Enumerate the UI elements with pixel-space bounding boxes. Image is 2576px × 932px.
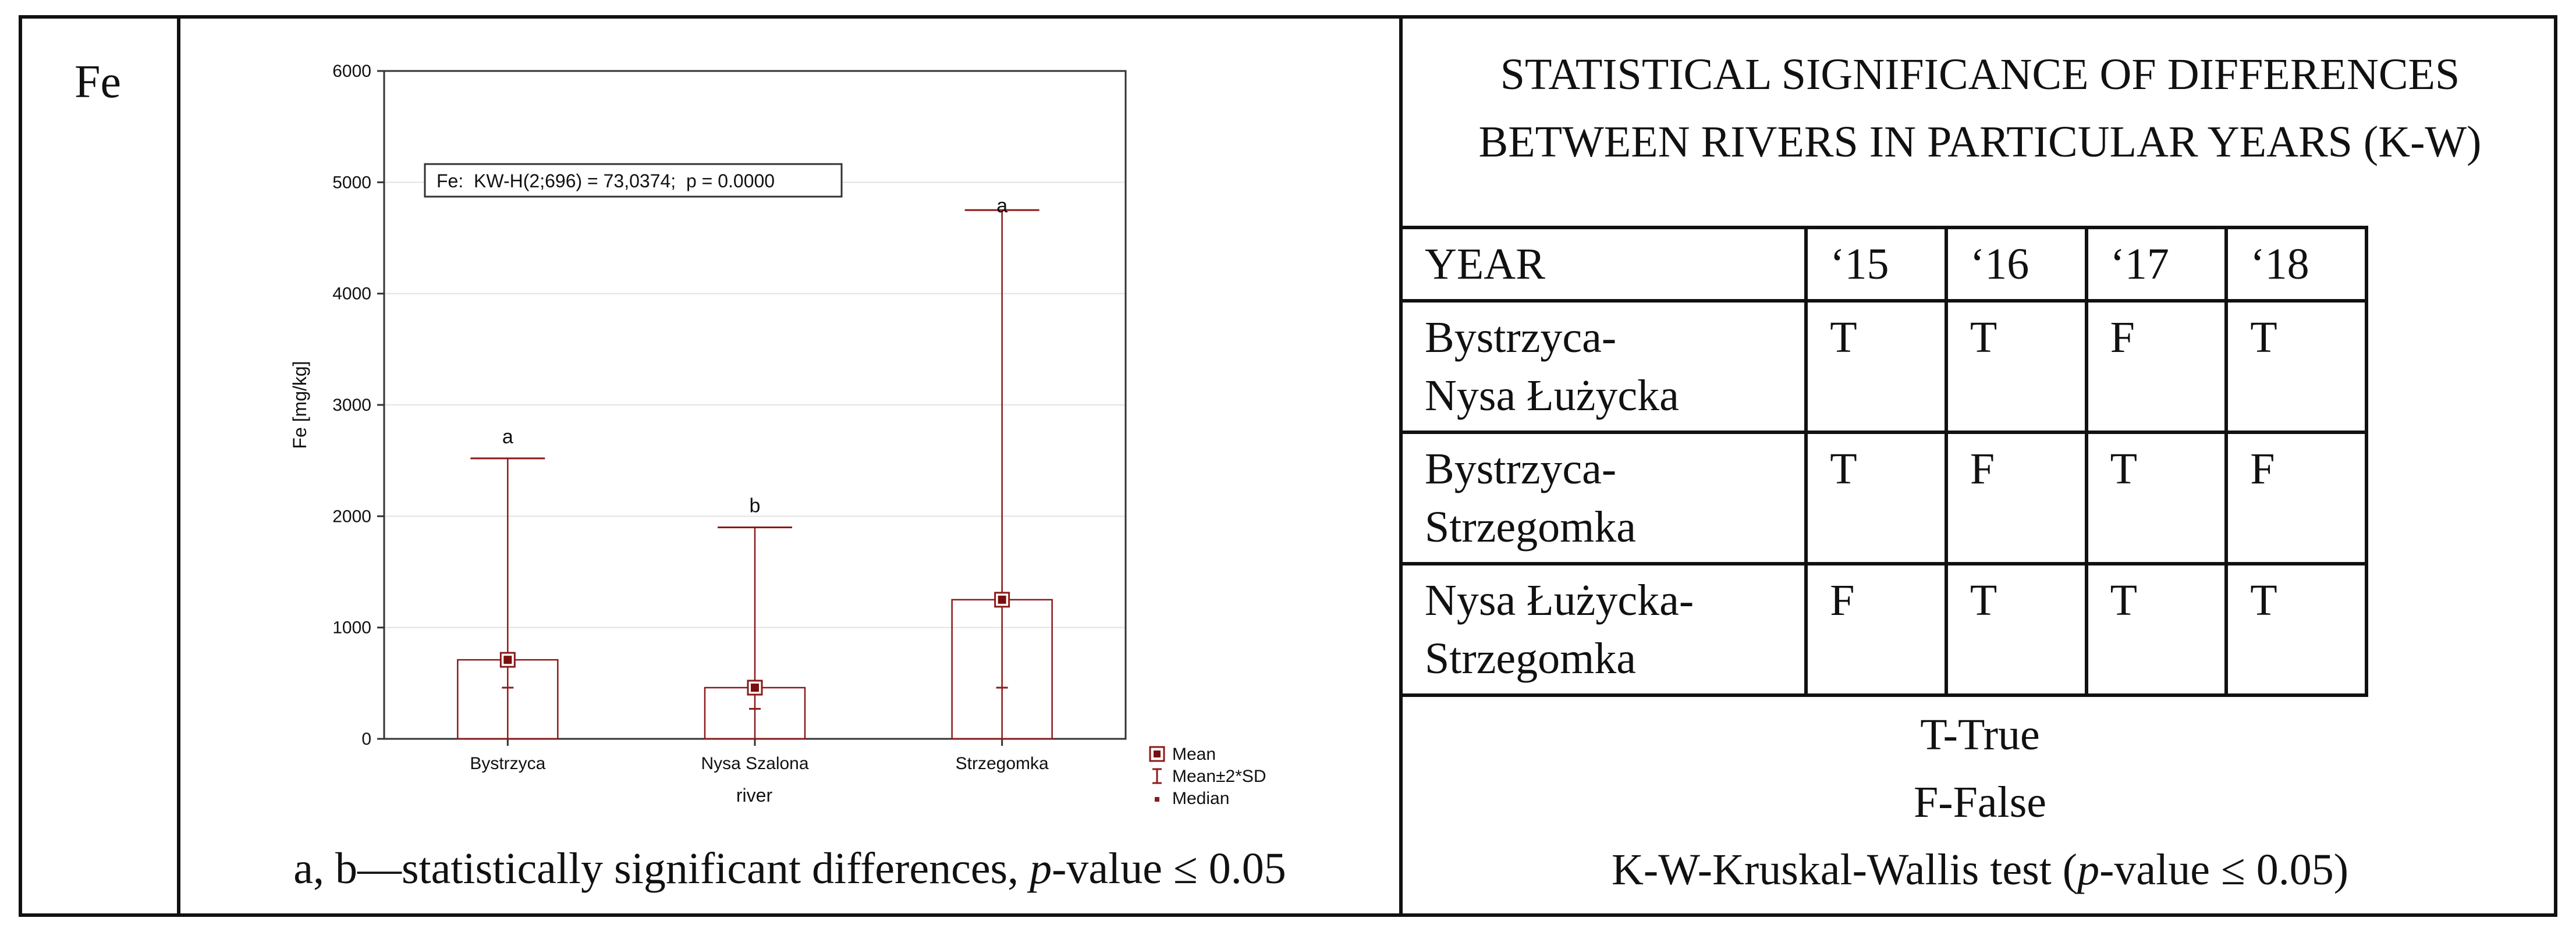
table-row: Bystrzyca- Strzegomka T F T F	[1399, 431, 2368, 565]
legend-sd-label: Mean±2*SD	[1172, 767, 1266, 786]
table-cell: T	[1944, 562, 2088, 697]
row-name: Bystrzyca- Nysa Łużycka	[1399, 299, 1808, 434]
legend-notes: T-True F-False K-W-Kruskal-Wallis test (…	[1403, 701, 2557, 903]
divider-left	[177, 15, 180, 917]
kw-note: K-W-Kruskal-Wallis test (p-value ≤ 0.05)	[1403, 836, 2557, 903]
x-tick-label: Bystrzyca	[470, 754, 545, 773]
y-tick-label: 1000	[332, 618, 371, 638]
x-tick-label: Nysa Szalona	[701, 754, 808, 773]
kw-significance-table: YEAR ‘15 ‘16 ‘17 ‘18 Bystrzyca- Nysa Łuży…	[1399, 226, 2368, 697]
row-name-line-1: Bystrzyca-	[1425, 444, 1617, 493]
kw-annotation-box	[424, 163, 843, 198]
y-tick-label: 6000	[332, 62, 371, 81]
legend: Mean Mean±2*SD Median	[1149, 745, 1266, 808]
table-cell: T	[1804, 299, 1948, 434]
title-line-1: STATISTICAL SIGNIFICANCE OF DIFFERENCES	[1500, 50, 2460, 99]
table-cell: T	[2084, 562, 2229, 697]
table-cell: F	[1804, 562, 1948, 697]
table-cell: T	[1944, 299, 2088, 434]
mean-marker-dot	[751, 683, 759, 692]
legend-mean-label: Mean	[1172, 745, 1216, 764]
y-axis: 0 1000 2000 3000 4000 5000 6000	[332, 62, 384, 749]
table-row: Nysa Łużycka- Strzegomka F T T T	[1399, 562, 2368, 697]
table-cell: T	[2224, 299, 2368, 434]
table-cell: T	[2224, 562, 2368, 697]
table-cell: F	[1944, 431, 2088, 565]
mean-marker	[994, 592, 1010, 608]
mean-marker-dot	[998, 595, 1006, 604]
significance-letter: b	[750, 495, 761, 517]
row-name: Nysa Łużycka- Strzegomka	[1399, 562, 1808, 697]
caption-p: p	[1030, 844, 1052, 893]
chart-caption: a, b—statistically significant differenc…	[180, 844, 1399, 894]
x-axis: Bystrzyca Nysa Szalona Strzegomka	[470, 739, 1049, 773]
row-name-line-1: Nysa Łużycka-	[1425, 576, 1694, 625]
row-name-line-1: Bystrzyca-	[1425, 313, 1617, 362]
table-header-row: YEAR ‘15 ‘16 ‘17 ‘18	[1399, 226, 2368, 303]
caption-prefix: a, b—statistically significant differenc…	[293, 844, 1030, 893]
table-cell: F	[2084, 299, 2229, 434]
y-tick-label: 0	[361, 730, 371, 749]
series-bars: a b a	[457, 195, 1053, 740]
y-tick-label: 3000	[332, 396, 371, 415]
significance-letter: a	[502, 426, 513, 448]
caption-suffix: -value ≤ 0.05	[1052, 844, 1286, 893]
table-row: Bystrzyca- Nysa Łużycka T T F T	[1399, 299, 2368, 434]
stat-table-title: STATISTICAL SIGNIFICANCE OF DIFFERENCES …	[1403, 41, 2557, 176]
y-tick-label: 2000	[332, 507, 371, 526]
legend-median-label: Median	[1172, 789, 1229, 808]
x-axis-title: river	[736, 785, 773, 806]
kw-note-prefix: K-W-Kruskal-Wallis test (	[1611, 845, 2078, 894]
row-name-line-2: Strzegomka	[1425, 503, 1637, 552]
row-name-line-2: Nysa Łużycka	[1425, 371, 1679, 420]
y-tick-label: 5000	[332, 173, 371, 192]
header-2016: ‘16	[1944, 226, 2088, 303]
table-cell: F	[2224, 431, 2368, 565]
table-cell: T	[1804, 431, 1948, 565]
figure-frame	[19, 15, 2557, 917]
mean-marker-dot	[503, 656, 512, 664]
header-2018: ‘18	[2224, 226, 2368, 303]
title-line-2: BETWEEN RIVERS IN PARTICULAR YEARS (K-W)	[1478, 118, 2482, 166]
y-tick-label: 4000	[332, 284, 371, 304]
row-name: Bystrzyca- Strzegomka	[1399, 431, 1808, 565]
x-tick-label: Strzegomka	[956, 754, 1049, 773]
header-2017: ‘17	[2084, 226, 2229, 303]
legend-mean-dot	[1154, 750, 1161, 757]
y-axis-title: Fe [mg/kg]	[289, 361, 310, 449]
false-note: F-False	[1914, 778, 2046, 827]
kw-note-p: p	[2077, 845, 2100, 894]
header-year: YEAR	[1399, 226, 1808, 303]
significance-letter: a	[996, 195, 1007, 217]
element-label: Fe	[74, 56, 121, 108]
kw-annotation: Fe: KW-H(2;696) = 73,0374; p = 0.0000	[437, 170, 775, 191]
header-2015: ‘15	[1804, 226, 1948, 303]
row-name-line-2: Strzegomka	[1425, 634, 1637, 683]
legend-median-marker	[1155, 797, 1159, 802]
true-note: T-True	[1920, 710, 2040, 759]
kw-note-suffix: -value ≤ 0.05)	[2099, 845, 2349, 894]
table-cell: T	[2084, 431, 2229, 565]
legend-mean-marker	[1149, 746, 1165, 762]
fe-chart: 0 1000 2000 3000 4000 5000 6000 Bystrzyca Nysa …	[289, 62, 1266, 808]
